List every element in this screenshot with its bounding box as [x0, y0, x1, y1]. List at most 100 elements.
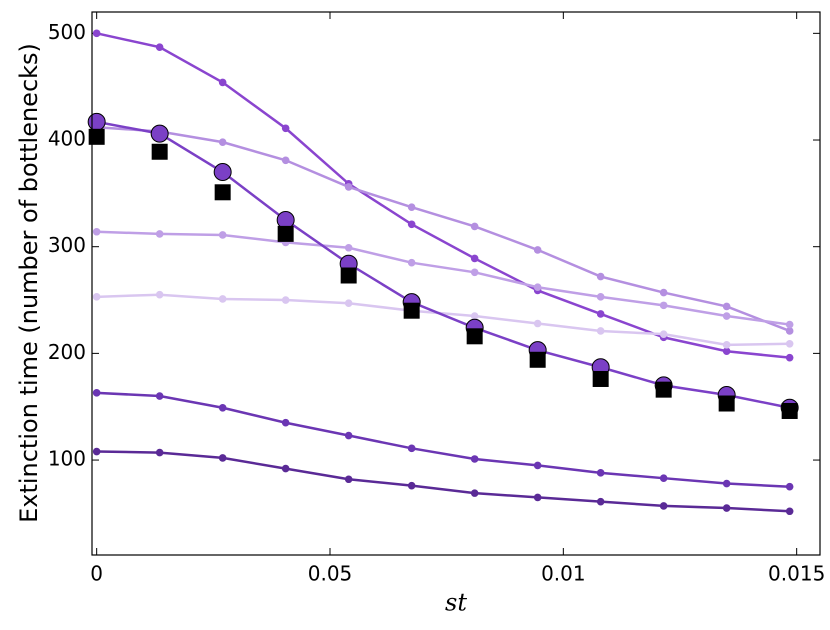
dot-marker: [344, 243, 353, 252]
dot-marker: [659, 474, 668, 482]
dot-marker: [785, 507, 794, 516]
dot-marker: [470, 489, 479, 497]
dot-marker: [785, 320, 794, 329]
y-tick-label: 100: [48, 447, 86, 471]
dot-marker: [281, 464, 290, 473]
y-tick-label: 300: [48, 233, 86, 257]
dot-marker: [659, 288, 668, 297]
dot-marker: [92, 227, 101, 236]
series-line: [96, 293, 790, 347]
dot-marker: [407, 220, 416, 229]
dot-marker: [218, 403, 227, 412]
dot-marker: [470, 455, 479, 463]
dot-marker: [533, 319, 542, 328]
square-marker: [529, 351, 546, 368]
series-line: [96, 32, 790, 359]
square-marker: [403, 302, 420, 319]
y-axis-label: Extinction time (number of bottlenecks): [15, 43, 43, 523]
x-axis-label: st: [445, 589, 467, 617]
dot-marker: [155, 392, 164, 400]
dot-marker: [596, 310, 605, 318]
dot-marker: [218, 138, 227, 146]
dot-marker: [344, 431, 353, 440]
dot-marker: [218, 295, 227, 303]
dot-marker: [92, 293, 101, 301]
plot-frame: [91, 11, 821, 556]
dot-marker: [92, 447, 101, 456]
y-tick-label: 400: [48, 127, 86, 151]
dot-marker: [470, 312, 479, 320]
dot-marker: [344, 183, 353, 191]
dot-marker: [722, 504, 731, 512]
series-line: [96, 125, 791, 333]
dot-marker: [407, 481, 416, 490]
dot-marker: [155, 43, 164, 52]
series-line: [96, 120, 790, 410]
dot-marker: [596, 293, 605, 301]
y-tick-label: 200: [48, 340, 86, 364]
square-marker: [277, 225, 294, 242]
dot-marker: [596, 272, 605, 281]
dot-marker: [596, 327, 605, 335]
y-tick-label: 500: [48, 20, 86, 44]
dot-marker: [785, 339, 794, 348]
circle-marker: [213, 163, 232, 182]
dot-marker: [722, 302, 731, 311]
square-marker: [655, 381, 672, 398]
circle-marker: [150, 124, 169, 143]
dot-marker: [785, 327, 794, 335]
dot-marker: [281, 296, 290, 304]
x-tick-label: 0.015: [768, 562, 825, 586]
dot-marker: [407, 444, 416, 453]
dot-marker: [785, 353, 794, 362]
dot-marker: [533, 246, 542, 254]
square-marker: [718, 395, 735, 412]
dot-marker: [92, 29, 101, 38]
square-marker: [340, 267, 357, 284]
dot-marker: [659, 502, 668, 510]
dot-marker: [155, 290, 164, 299]
dot-marker: [344, 299, 353, 308]
dot-marker: [722, 347, 731, 356]
series-line: [96, 230, 790, 326]
dot-marker: [218, 231, 227, 239]
dot-marker: [281, 418, 290, 427]
dot-marker: [470, 254, 479, 263]
dot-marker: [659, 330, 668, 338]
x-tick-label: 0.01: [541, 562, 586, 586]
dot-marker: [281, 124, 290, 133]
square-marker: [151, 143, 168, 160]
dot-marker: [533, 461, 542, 470]
circle-marker: [87, 112, 106, 131]
dot-marker: [281, 156, 290, 165]
dot-marker: [722, 312, 731, 320]
dot-marker: [470, 222, 479, 231]
dot-marker: [785, 482, 794, 491]
square-marker: [592, 370, 609, 387]
dot-marker: [533, 493, 542, 502]
dot-marker: [407, 203, 416, 212]
dot-marker: [722, 341, 731, 349]
dot-marker: [218, 78, 227, 87]
dot-marker: [659, 301, 668, 310]
square-marker: [88, 128, 105, 145]
dot-marker: [596, 469, 605, 477]
dot-marker: [533, 283, 542, 292]
dot-marker: [155, 230, 164, 238]
x-tick-label: 0.05: [308, 562, 353, 586]
dot-marker: [407, 258, 416, 267]
dot-marker: [344, 475, 353, 484]
dot-marker: [722, 479, 731, 488]
square-marker: [781, 402, 798, 419]
dot-marker: [218, 454, 227, 462]
series-line: [96, 391, 790, 488]
series-line: [96, 450, 790, 513]
dot-marker: [92, 389, 101, 397]
dot-marker: [596, 497, 605, 506]
square-marker: [466, 328, 483, 345]
square-marker: [214, 184, 231, 201]
dot-marker: [155, 448, 164, 457]
x-tick-label: 0: [90, 562, 103, 586]
dot-marker: [470, 268, 479, 277]
